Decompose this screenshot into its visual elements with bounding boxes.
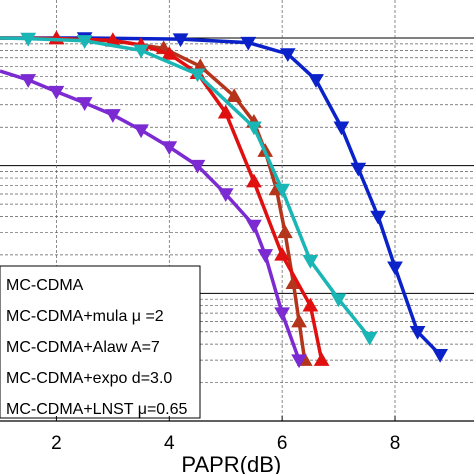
legend-label-1: MC-CDMA: [6, 277, 84, 294]
legend: MC-CDMA MC-CDMA+mula μ =2 MC-CDMA+Alaw A=7…: [0, 265, 201, 419]
legend-label-2: MC-CDMA+mula μ =2: [6, 308, 164, 325]
series-1-point: [279, 48, 296, 62]
series-1-point: [333, 121, 350, 136]
series-5-point: [189, 159, 206, 174]
series-2-point: [226, 88, 243, 102]
x-tick-label: 2: [51, 433, 62, 454]
series-5-point: [161, 141, 178, 156]
series-5-point: [104, 109, 121, 123]
series-1-point: [350, 162, 367, 177]
series-2-point: [291, 313, 307, 328]
x-tick-label: 8: [390, 433, 401, 454]
legend-label-5: MC-CDMA+LNST μ=0.65: [6, 401, 188, 418]
series-3-point: [246, 173, 262, 188]
series-5-point: [133, 124, 149, 139]
series-5-point: [274, 307, 291, 322]
series-5-point: [246, 219, 262, 234]
series-1-point: [240, 36, 257, 51]
series-5-point: [257, 249, 274, 263]
series-line-4: [0, 36, 371, 339]
series-3-point: [313, 352, 330, 366]
series-layer: [0, 30, 449, 369]
series-3-point: [274, 246, 291, 261]
series-3-point: [161, 45, 178, 60]
series-5-point: [291, 354, 307, 369]
series-1-point: [370, 210, 386, 225]
series-4-point: [361, 331, 378, 346]
x-tick-label: 4: [164, 433, 175, 454]
legend-box: [0, 265, 201, 419]
series-4-point: [246, 121, 262, 136]
series-5-point: [217, 188, 234, 202]
series-4-point: [302, 254, 319, 269]
series-4-point: [76, 35, 93, 49]
axes: 2 4 6 8 PAPR(dB): [0, 416, 474, 474]
x-axis-label: PAPR(dB): [181, 452, 281, 474]
series-1-point: [409, 326, 426, 340]
series-1-point: [308, 74, 324, 88]
x-tick-label: 6: [277, 433, 288, 454]
series-1-point: [172, 33, 189, 48]
series-1-point: [387, 261, 403, 276]
series-4-point: [274, 183, 291, 198]
series-4-point: [133, 44, 149, 59]
series-4-point: [189, 68, 206, 83]
series-5-point: [76, 97, 93, 111]
legend-label-4: MC-CDMA+expo d=3.0: [6, 370, 172, 387]
series-1-point: [432, 349, 449, 363]
series-5-point: [20, 74, 37, 88]
series-line-1: [0, 36, 442, 357]
series-3-point: [302, 297, 319, 312]
legend-label-3: MC-CDMA+Alaw A=7: [6, 339, 160, 356]
series-4-point: [330, 293, 347, 308]
series-4-point: [20, 32, 37, 47]
series-5-point: [48, 85, 65, 100]
series-3-point: [217, 104, 234, 119]
series-2-point: [277, 224, 293, 239]
